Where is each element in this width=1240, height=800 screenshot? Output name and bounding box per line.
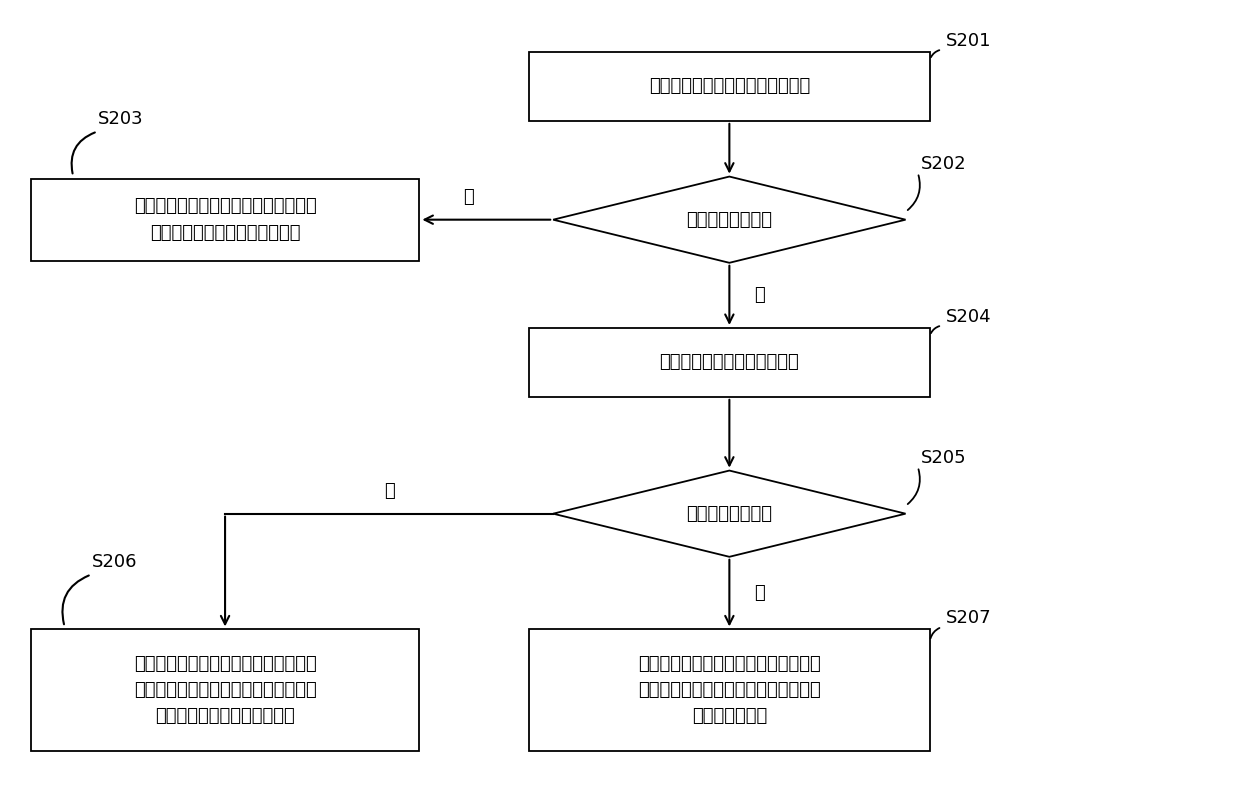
Text: S201: S201	[946, 31, 991, 50]
Text: 是: 是	[463, 187, 474, 206]
FancyBboxPatch shape	[31, 178, 419, 261]
FancyBboxPatch shape	[528, 52, 930, 121]
Text: 否: 否	[383, 482, 394, 499]
FancyBboxPatch shape	[528, 630, 930, 751]
Text: 存在优先级差异？: 存在优先级差异？	[687, 505, 773, 522]
FancyBboxPatch shape	[31, 630, 419, 751]
Text: S207: S207	[946, 609, 991, 627]
Text: 确定所述每一种食材的优先级: 确定所述每一种食材的优先级	[660, 354, 800, 371]
Text: S204: S204	[946, 307, 991, 326]
FancyBboxPatch shape	[528, 328, 930, 397]
Text: 确定储存空间中储存的食材的种类: 确定储存空间中储存的食材的种类	[649, 78, 810, 95]
Text: 否: 否	[754, 286, 764, 304]
Polygon shape	[553, 177, 905, 263]
Text: 食材种类为一种？: 食材种类为一种？	[687, 210, 773, 229]
Text: S203: S203	[98, 110, 143, 127]
Text: 将所述储存空间的湿度控制为该与食材
的最佳保存湿度值最接近的档位: 将所述储存空间的湿度控制为该与食材 的最佳保存湿度值最接近的档位	[134, 198, 316, 242]
Polygon shape	[553, 470, 905, 557]
Text: S205: S205	[921, 449, 967, 466]
Text: S206: S206	[92, 553, 136, 570]
Text: 是: 是	[754, 584, 764, 602]
Text: 计算所述每一种食材的最佳保存湿度值
的平均值，并将所述储存空间的湿度控
制为与该平均值最接近的档位: 计算所述每一种食材的最佳保存湿度值 的平均值，并将所述储存空间的湿度控 制为与该…	[134, 654, 316, 726]
Text: 将所述储存空间的湿度控制为与所述多
种食材中优先级最高者的最佳保存湿度
值最接近的档位: 将所述储存空间的湿度控制为与所述多 种食材中优先级最高者的最佳保存湿度 值最接近…	[639, 654, 821, 726]
Text: S202: S202	[921, 154, 967, 173]
